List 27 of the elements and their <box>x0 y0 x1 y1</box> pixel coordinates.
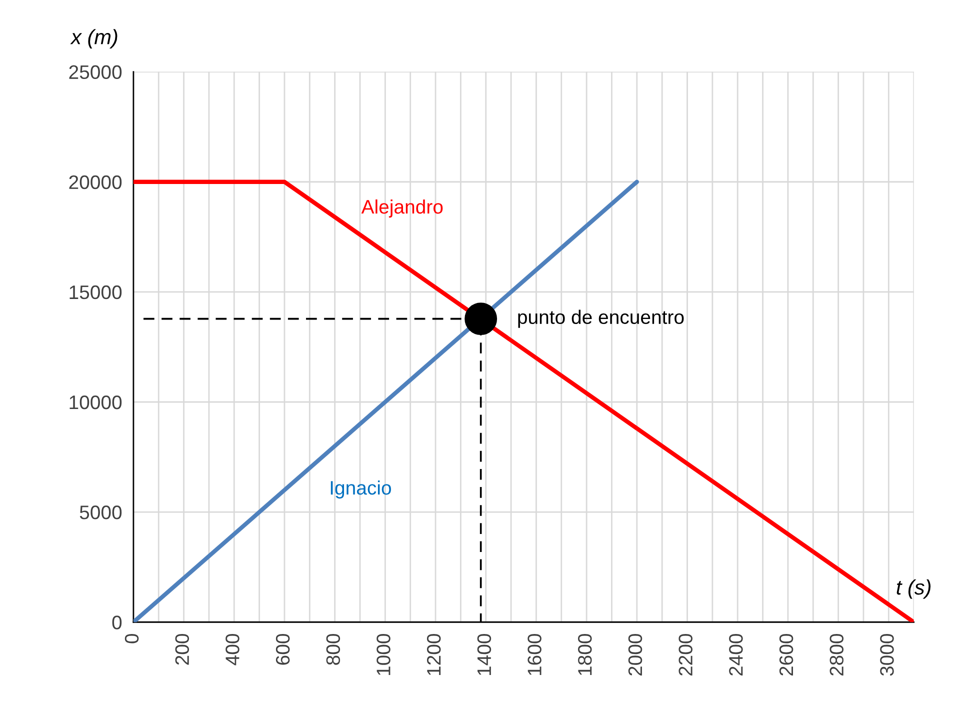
x-tick-label: 2600 <box>779 634 794 676</box>
x-tick-label: 2800 <box>830 634 844 676</box>
x-tick-label: 1000 <box>376 634 390 676</box>
x-tick-label: 1200 <box>426 634 441 676</box>
y-tick-label: 0 <box>112 616 122 630</box>
series-label: Ignacio <box>330 480 391 499</box>
y-axis-title: x (m) <box>70 29 118 48</box>
annotation: punto de encuentro <box>518 310 684 328</box>
series-label: Alejandro <box>361 199 443 218</box>
x-tick-label: 1800 <box>578 634 592 676</box>
x-tick-label: 800 <box>326 634 340 665</box>
x-tick-label: 0 <box>124 634 139 644</box>
x-tick-label: 2200 <box>678 634 692 676</box>
y-tick-label: 25000 <box>69 65 122 80</box>
x-tick-label: 600 <box>276 634 290 665</box>
x-tick-label: 200 <box>175 634 190 665</box>
x-tick-label: 400 <box>226 634 240 666</box>
x-axis-title: t (s) <box>896 579 931 599</box>
y-tick-label: 10000 <box>70 395 122 410</box>
y-tick-label: 5000 <box>80 506 122 520</box>
y-tick-label: 20000 <box>69 175 122 190</box>
y-tick-label: 15000 <box>70 285 122 300</box>
x-tick-label: 2400 <box>729 634 743 676</box>
x-tick-label: 2000 <box>628 634 642 676</box>
x-tick-label: 3000 <box>880 634 894 676</box>
x-tick-label: 1400 <box>477 634 492 676</box>
x-tick-label: 1600 <box>528 634 542 676</box>
